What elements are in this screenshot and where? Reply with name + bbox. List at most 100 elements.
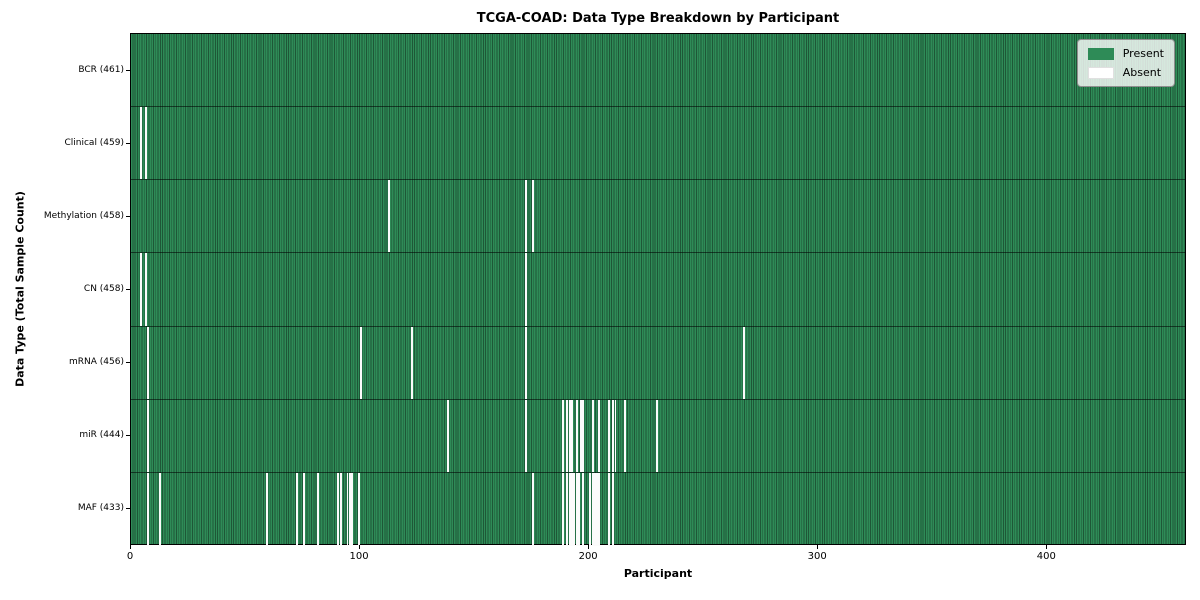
absent-cell bbox=[655, 399, 658, 472]
absent-cell bbox=[303, 472, 305, 546]
absent-cell bbox=[598, 399, 601, 472]
absent-cell bbox=[612, 399, 615, 472]
heatmap-row-MAF bbox=[131, 472, 1185, 546]
plot-area: Present Absent bbox=[130, 33, 1186, 546]
absent-cell bbox=[316, 472, 319, 546]
y-tick-mark bbox=[126, 435, 130, 437]
x-tick-label-100: 100 bbox=[349, 551, 369, 562]
absent-cell bbox=[561, 399, 564, 472]
absent-cell bbox=[612, 472, 615, 546]
absent-cell bbox=[582, 472, 585, 546]
absent-cell bbox=[337, 472, 340, 546]
absent-cell bbox=[387, 180, 390, 253]
absent-cell bbox=[525, 326, 528, 399]
x-tick-label-400: 400 bbox=[1036, 551, 1056, 562]
absent-cell bbox=[568, 472, 571, 546]
y-tick-label-Clinical: Clinical (459) bbox=[64, 137, 124, 148]
absent-cell bbox=[742, 326, 745, 399]
absent-cell bbox=[591, 472, 594, 546]
absent-cell bbox=[525, 253, 528, 326]
heatmap-row-Clinical bbox=[131, 107, 1185, 181]
legend-label-absent: Absent bbox=[1122, 66, 1162, 79]
y-tick-mark bbox=[126, 289, 130, 290]
absent-cell bbox=[623, 399, 626, 472]
x-tick-mark bbox=[817, 545, 819, 549]
legend-swatch-absent bbox=[1087, 66, 1114, 79]
y-tick-label-CN: CN (458) bbox=[83, 284, 124, 294]
absent-cell bbox=[158, 472, 161, 546]
absent-cell bbox=[582, 399, 585, 472]
legend-label-present: Present bbox=[1122, 47, 1164, 60]
absent-cell bbox=[532, 472, 534, 546]
heatmap-row-Methylation bbox=[131, 180, 1185, 254]
absent-cell bbox=[580, 399, 583, 472]
legend-entry-absent: Absent bbox=[1087, 66, 1164, 79]
legend: Present Absent bbox=[1076, 39, 1175, 87]
absent-cell bbox=[575, 399, 578, 472]
y-tick-label-Methylation: Methylation (458) bbox=[43, 210, 124, 221]
absent-cell bbox=[596, 472, 599, 546]
absent-cell bbox=[614, 399, 617, 472]
absent-cell bbox=[607, 472, 610, 546]
absent-cell bbox=[593, 472, 596, 546]
absent-cell bbox=[147, 472, 150, 546]
absent-cell bbox=[351, 472, 354, 546]
absent-cell bbox=[525, 399, 528, 472]
chart-title: TCGA-COAD: Data Type Breakdown by Partic… bbox=[476, 11, 840, 26]
absent-cell bbox=[144, 253, 147, 326]
y-tick-mark bbox=[126, 69, 130, 71]
absent-cell bbox=[561, 472, 564, 546]
absent-cell bbox=[591, 399, 594, 472]
legend-entry-present: Present bbox=[1087, 47, 1164, 60]
y-tick-label-mRNA: mRNA (456) bbox=[69, 357, 124, 368]
absent-cell bbox=[357, 472, 360, 546]
heatmap-row-mRNA bbox=[131, 326, 1185, 400]
absent-cell bbox=[566, 399, 569, 472]
x-tick-label-200: 200 bbox=[578, 551, 598, 562]
y-tick-mark bbox=[126, 362, 130, 364]
absent-cell bbox=[140, 107, 143, 180]
x-tick-mark bbox=[359, 545, 361, 549]
absent-cell bbox=[568, 399, 571, 472]
y-tick-mark bbox=[126, 142, 130, 144]
y-tick-label-MAF: MAF (433) bbox=[77, 503, 124, 514]
heatmap-row-miR bbox=[131, 399, 1185, 473]
heatmap-row-BCR bbox=[131, 34, 1185, 108]
x-tick-mark bbox=[130, 545, 131, 549]
x-tick-mark bbox=[1046, 545, 1048, 549]
absent-cell bbox=[140, 253, 143, 326]
absent-cell bbox=[573, 472, 576, 546]
absent-cell bbox=[346, 472, 349, 546]
absent-cell bbox=[447, 399, 450, 472]
absent-cell bbox=[296, 472, 299, 546]
absent-cell bbox=[339, 472, 342, 546]
absent-cell bbox=[532, 180, 534, 253]
heatmap-row-CN bbox=[131, 253, 1185, 327]
y-tick-label-miR: miR (444) bbox=[79, 430, 124, 441]
x-tick-mark bbox=[588, 545, 590, 549]
absent-cell bbox=[147, 326, 150, 399]
absent-cell bbox=[598, 472, 601, 546]
x-tick-label-0: 0 bbox=[126, 551, 134, 562]
absent-cell bbox=[577, 472, 580, 546]
y-tick-mark bbox=[126, 508, 130, 510]
absent-cell bbox=[410, 326, 413, 399]
absent-cell bbox=[571, 472, 573, 546]
absent-cell bbox=[266, 472, 269, 546]
absent-cell bbox=[144, 107, 147, 180]
absent-cell bbox=[348, 472, 351, 546]
absent-cell bbox=[360, 326, 363, 399]
legend-swatch-present bbox=[1087, 47, 1114, 60]
absent-cell bbox=[147, 399, 150, 472]
absent-cell bbox=[571, 399, 573, 472]
absent-cell bbox=[566, 472, 569, 546]
absent-cell bbox=[525, 180, 528, 253]
x-tick-label-300: 300 bbox=[807, 551, 827, 562]
y-tick-label-BCR: BCR (461) bbox=[78, 64, 124, 75]
absent-cell bbox=[589, 472, 592, 546]
absent-cell bbox=[575, 472, 578, 546]
absent-cell bbox=[607, 399, 610, 472]
y-tick-mark bbox=[126, 215, 130, 217]
x-axis-label: Participant bbox=[623, 567, 693, 580]
